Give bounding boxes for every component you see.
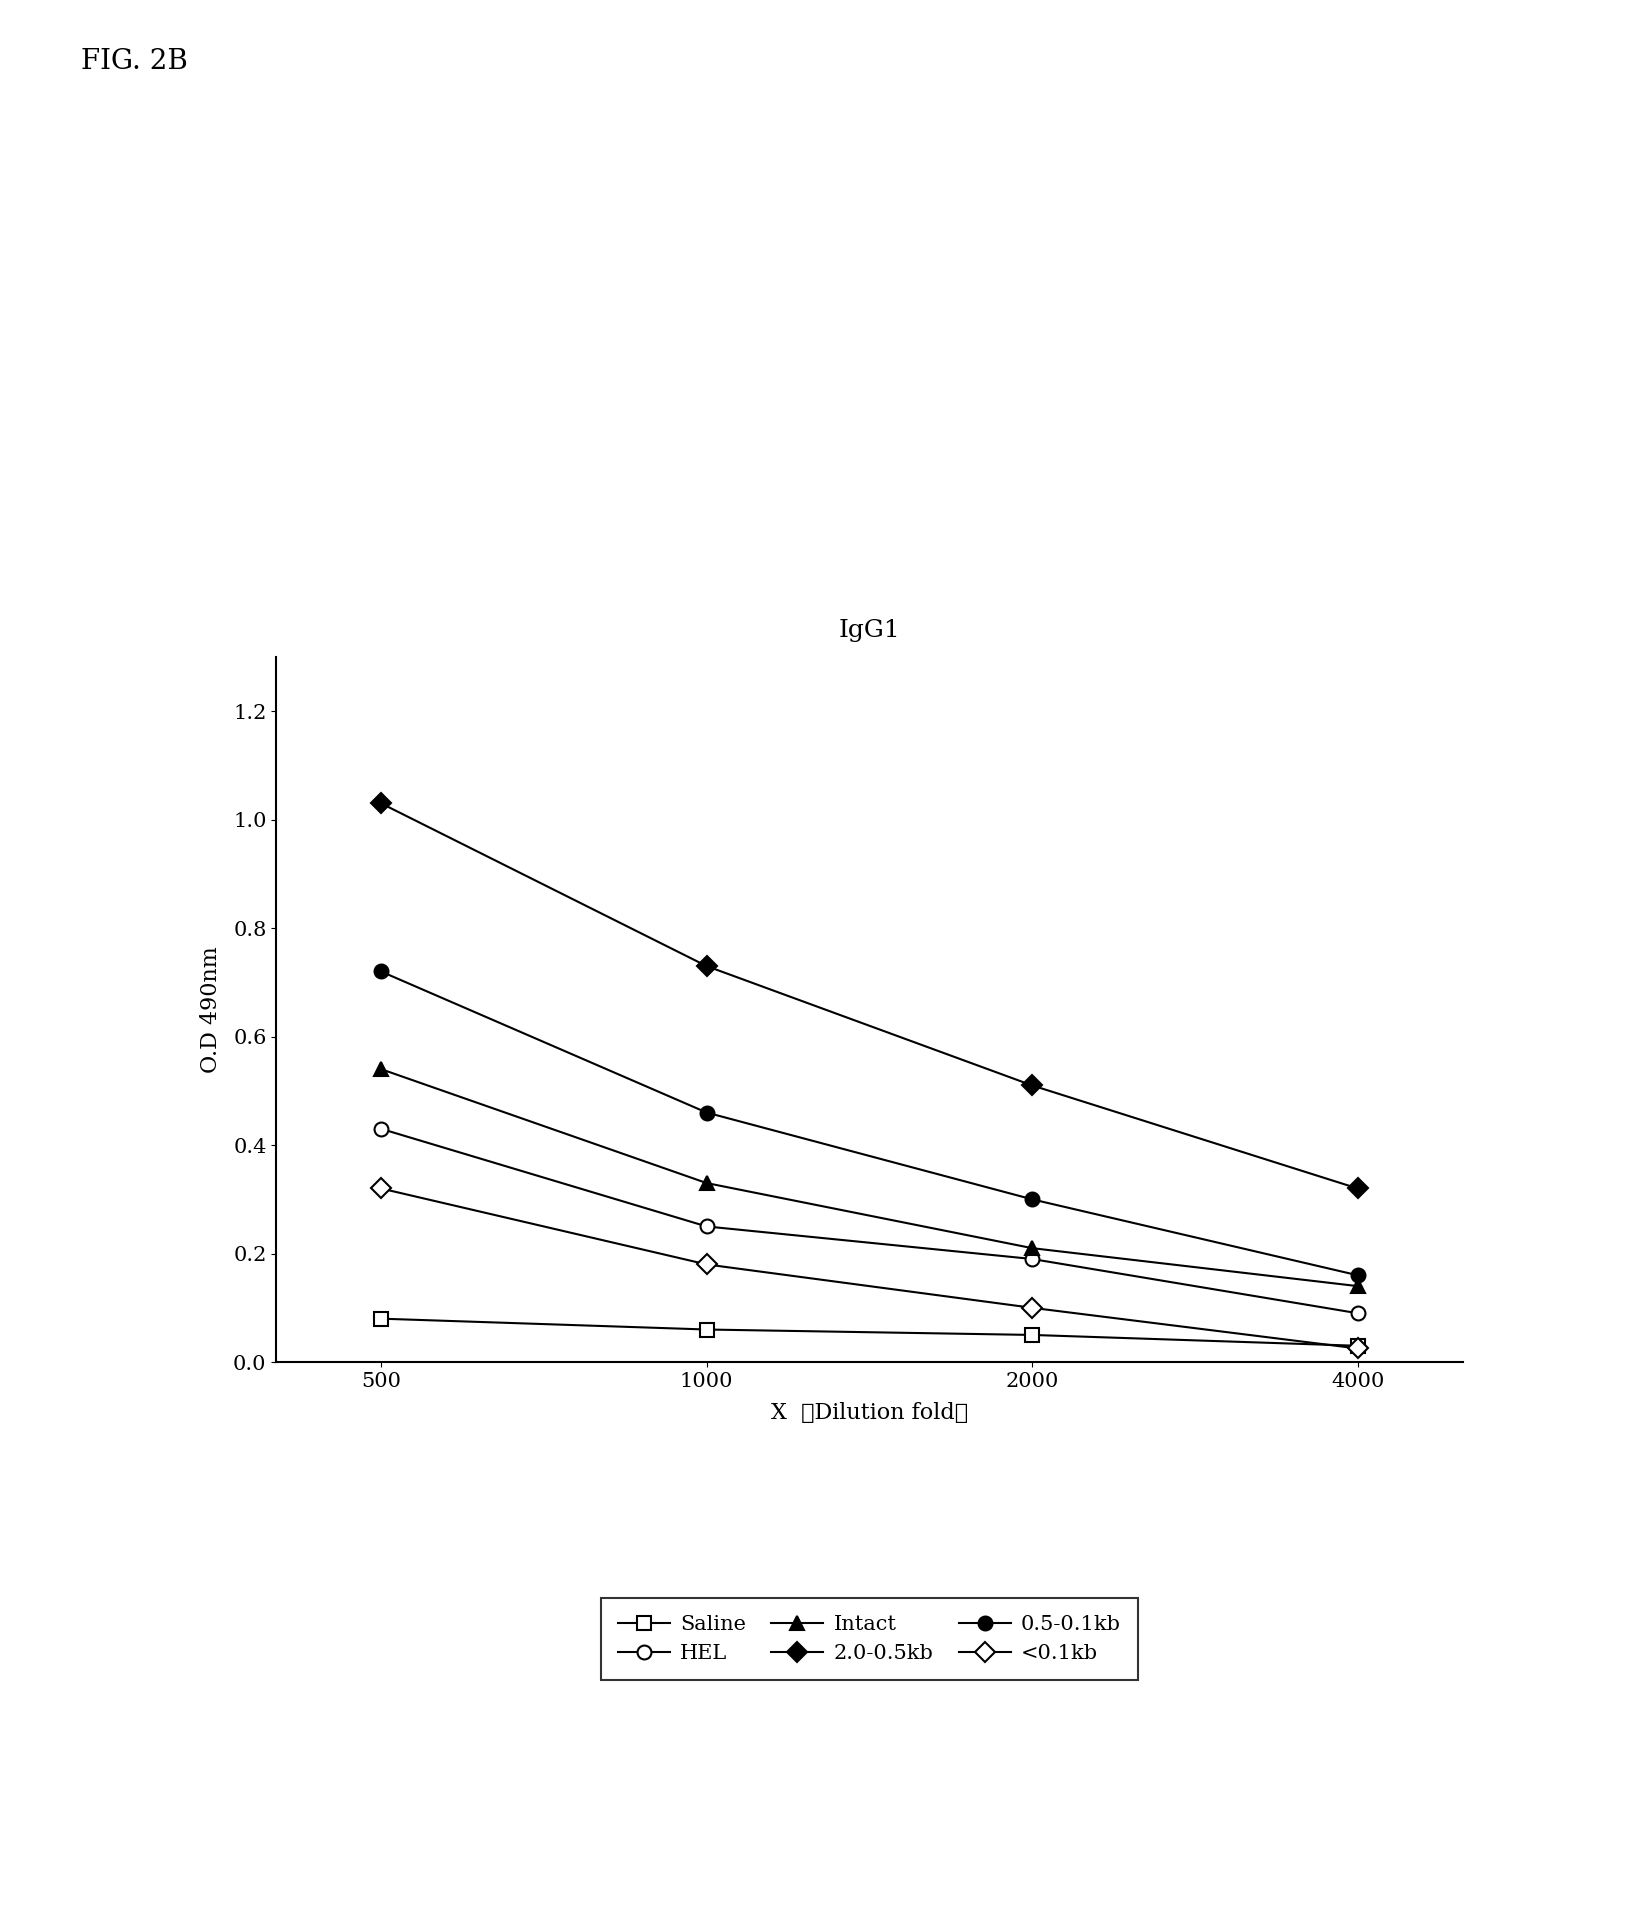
HEL [1022, 1248, 1042, 1271]
Line: HEL: HEL [374, 1122, 1365, 1320]
HEL [697, 1215, 717, 1238]
X-axis label: X  ❘Dilution fold❘: X ❘Dilution fold❘ [770, 1403, 968, 1424]
HEL [370, 1117, 390, 1140]
Line: <0.1kb: <0.1kb [374, 1182, 1365, 1356]
<0.1kb [1349, 1337, 1368, 1360]
0.5-0.1kb [1349, 1264, 1368, 1287]
Saline [1022, 1323, 1042, 1347]
<0.1kb [1022, 1296, 1042, 1320]
0.5-0.1kb [697, 1101, 717, 1124]
2.0-0.5kb [370, 792, 390, 815]
0.5-0.1kb [370, 960, 390, 983]
Intact [1022, 1236, 1042, 1260]
2.0-0.5kb [1349, 1177, 1368, 1200]
HEL [1349, 1302, 1368, 1325]
Saline [697, 1318, 717, 1341]
<0.1kb [370, 1177, 390, 1200]
Intact [370, 1057, 390, 1080]
Saline [370, 1308, 390, 1331]
Title: IgG1: IgG1 [838, 620, 900, 643]
2.0-0.5kb [697, 954, 717, 978]
Legend: Saline, HEL, Intact, 2.0-0.5kb, 0.5-0.1kb, <0.1kb: Saline, HEL, Intact, 2.0-0.5kb, 0.5-0.1k… [601, 1598, 1138, 1681]
Line: 0.5-0.1kb: 0.5-0.1kb [374, 964, 1365, 1283]
Line: Intact: Intact [374, 1063, 1365, 1293]
0.5-0.1kb [1022, 1188, 1042, 1211]
Y-axis label: O.D 490nm: O.D 490nm [200, 947, 223, 1072]
2.0-0.5kb [1022, 1074, 1042, 1097]
Intact [697, 1171, 717, 1194]
Line: Saline: Saline [374, 1312, 1365, 1352]
Saline [1349, 1335, 1368, 1358]
Line: 2.0-0.5kb: 2.0-0.5kb [374, 796, 1365, 1196]
<0.1kb [697, 1252, 717, 1275]
Text: FIG. 2B: FIG. 2B [81, 48, 188, 75]
Intact [1349, 1275, 1368, 1298]
